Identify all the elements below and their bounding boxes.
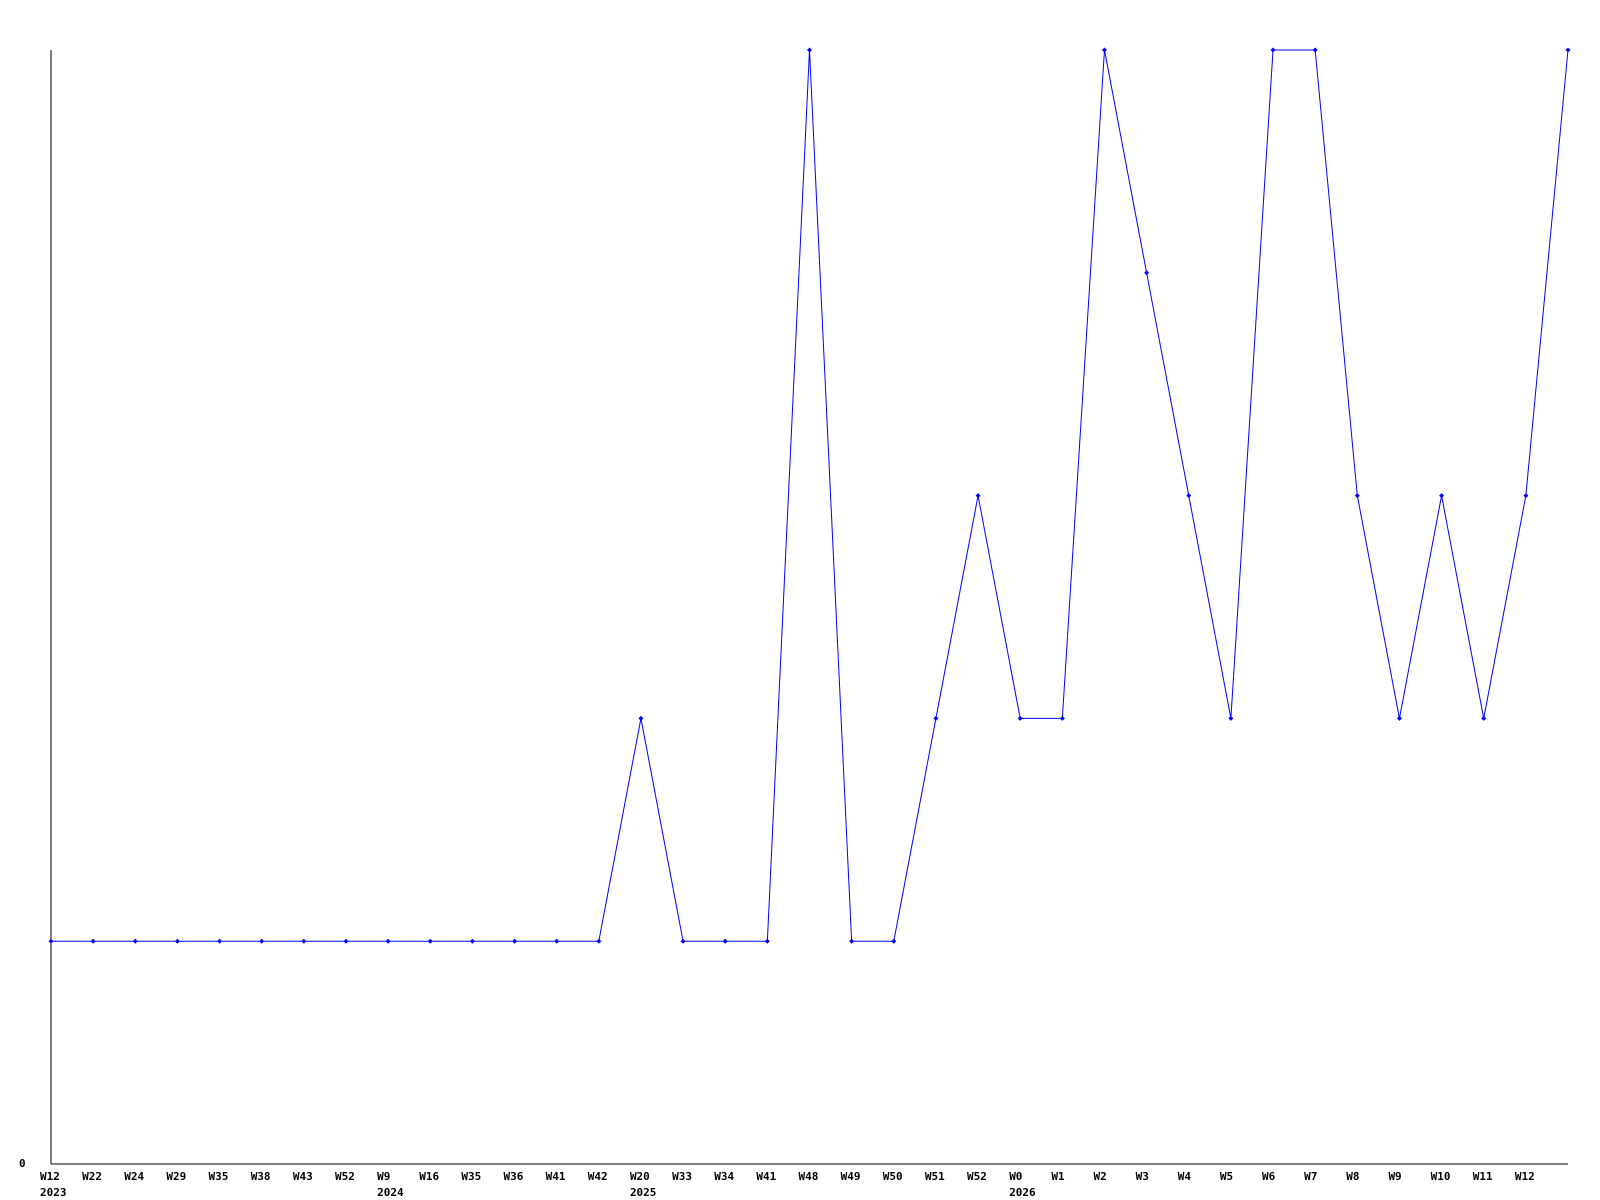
data-point (427, 938, 433, 944)
x-year-label: 2023 (40, 1186, 67, 1199)
x-tick-label: W7 (1304, 1170, 1317, 1183)
data-point (385, 938, 391, 944)
x-tick-label: W34 (714, 1170, 734, 1183)
x-tick-label: W9 (377, 1170, 390, 1183)
data-point (680, 938, 686, 944)
data-point (343, 938, 349, 944)
x-tick-label: W35 (209, 1170, 229, 1183)
data-point (1144, 270, 1150, 276)
data-point (722, 938, 728, 944)
x-tick-label: W1 (1051, 1170, 1065, 1183)
x-tick-label: W48 (799, 1170, 819, 1183)
data-point (638, 715, 644, 721)
x-tick-label: W3 (1136, 1170, 1149, 1183)
x-tick-label: W22 (82, 1170, 102, 1183)
data-point (1312, 47, 1318, 53)
data-point (849, 938, 855, 944)
data-point (174, 938, 180, 944)
x-tick-label: W41 (546, 1170, 566, 1183)
data-point (1017, 715, 1023, 721)
data-point (132, 938, 138, 944)
x-tick-label: W6 (1262, 1170, 1276, 1183)
x-year-label: 2026 (1009, 1186, 1036, 1199)
x-tick-label: W49 (841, 1170, 861, 1183)
x-tick-label: W36 (504, 1170, 524, 1183)
data-point (259, 938, 265, 944)
x-tick-label: W11 (1473, 1170, 1493, 1183)
data-point (1396, 715, 1402, 721)
x-year-label: 2025 (630, 1186, 657, 1199)
x-tick-label: W29 (166, 1170, 186, 1183)
x-tick-label: W52 (335, 1170, 355, 1183)
data-point (1186, 493, 1192, 499)
data-point (1059, 715, 1065, 721)
data-point (891, 938, 897, 944)
x-year-label: 2024 (377, 1186, 404, 1199)
data-point (554, 938, 560, 944)
x-tick-label: W33 (672, 1170, 692, 1183)
x-tick-label: W41 (756, 1170, 776, 1183)
series-line (51, 49, 1569, 942)
data-point (1565, 47, 1571, 53)
x-tick-label: W50 (883, 1170, 903, 1183)
data-point (975, 493, 981, 499)
data-point (301, 938, 307, 944)
data-point (48, 938, 54, 944)
x-tick-label: W38 (251, 1170, 271, 1183)
data-point (512, 938, 518, 944)
x-tick-label: W2 (1093, 1170, 1106, 1183)
x-tick-label: W51 (925, 1170, 945, 1183)
x-tick-label: W24 (124, 1170, 144, 1183)
data-point (1523, 493, 1529, 499)
x-tick-label: W8 (1346, 1170, 1359, 1183)
x-tick-label: W12 (40, 1170, 60, 1183)
data-point (1481, 715, 1487, 721)
data-point (933, 715, 939, 721)
x-tick-label: W0 (1009, 1170, 1022, 1183)
x-tick-label: W16 (419, 1170, 439, 1183)
y-tick-label: 0 (19, 1157, 26, 1170)
data-point (469, 938, 475, 944)
x-tick-label: W12 (1515, 1170, 1535, 1183)
data-point (596, 938, 602, 944)
x-tick-label: W9 (1388, 1170, 1401, 1183)
x-tick-label: W52 (967, 1170, 987, 1183)
data-point (1270, 47, 1276, 53)
data-point (1439, 493, 1445, 499)
data-point (764, 938, 770, 944)
data-point (90, 938, 96, 944)
x-tick-label: W43 (293, 1170, 313, 1183)
data-point (1354, 493, 1360, 499)
x-tick-label: W5 (1220, 1170, 1233, 1183)
data-point (807, 47, 812, 53)
x-tick-label: W35 (461, 1170, 481, 1183)
x-tick-label: W42 (588, 1170, 608, 1183)
data-point (217, 938, 223, 944)
x-tick-label: W20 (630, 1170, 650, 1183)
data-point (1228, 715, 1234, 721)
x-tick-label: W10 (1431, 1170, 1451, 1183)
x-tick-label: W4 (1178, 1170, 1192, 1183)
data-point (1101, 47, 1107, 53)
